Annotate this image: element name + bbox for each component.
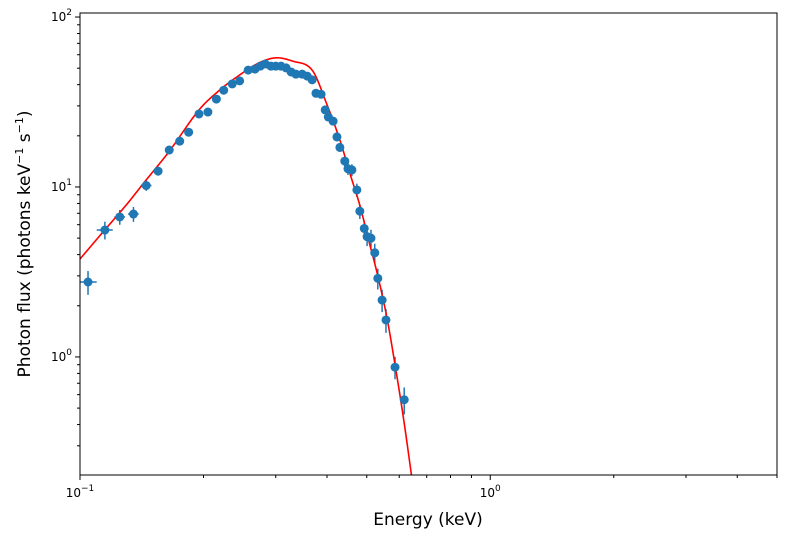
data-point <box>153 166 163 176</box>
y-tick-label-base: 10 <box>51 10 66 24</box>
data-point <box>164 145 174 155</box>
data-point <box>211 94 221 104</box>
data-point <box>366 233 376 243</box>
data-point <box>175 136 185 146</box>
data-point <box>128 209 138 219</box>
x-tick-label-base: 10 <box>480 486 495 500</box>
x-axis: 10−1 100 <box>66 475 778 500</box>
data-point <box>243 65 253 75</box>
data-point <box>316 89 326 99</box>
y-tick-label-base: 10 <box>51 350 66 364</box>
y-tick-label: 102 <box>51 8 72 24</box>
data-point <box>307 75 317 85</box>
data-point <box>291 69 301 79</box>
data-point <box>359 223 369 233</box>
y-axis-label-exp1: −1 <box>13 148 26 164</box>
data-point <box>390 362 400 372</box>
data-point <box>320 105 330 115</box>
data-point <box>347 165 357 175</box>
y-tick-label: 101 <box>51 178 72 194</box>
data-point <box>328 116 338 126</box>
y-axis-label-mid: s <box>15 133 35 147</box>
data-point <box>373 273 383 283</box>
x-tick-label-base: 10 <box>66 486 81 500</box>
data-point <box>184 127 194 137</box>
x-tick-label-exp: 0 <box>495 484 501 494</box>
data-point <box>227 79 237 89</box>
data-point <box>235 76 245 86</box>
data-point <box>335 142 345 152</box>
y-tick-label-base: 10 <box>51 180 66 194</box>
data-point <box>399 395 409 405</box>
y-axis-label-main: Photon flux (photons keV <box>15 163 35 377</box>
y-tick-label-exp: 1 <box>66 178 72 188</box>
y-axis-label-exp2: −1 <box>13 117 26 133</box>
x-tick-label: 100 <box>480 484 501 500</box>
data-point <box>141 181 151 191</box>
data-point <box>352 185 362 195</box>
y-axis-label: Photon flux (photons keV−1 s−1) <box>13 111 35 378</box>
data-point <box>332 132 342 142</box>
data-point <box>203 107 213 117</box>
x-axis-label: Energy (keV) <box>373 510 483 530</box>
y-tick-label-exp: 2 <box>66 8 72 18</box>
data-point <box>355 206 365 216</box>
axes-frame <box>79 12 778 476</box>
y-tick-label: 100 <box>51 348 72 364</box>
plot-area <box>80 56 413 475</box>
x-tick-label: 10−1 <box>66 484 95 500</box>
data-point <box>83 277 93 287</box>
y-tick-label-exp: 0 <box>66 348 72 358</box>
data-point <box>377 295 387 305</box>
data-point <box>370 248 380 258</box>
data-point <box>340 156 350 166</box>
data-point <box>115 212 125 222</box>
x-tick-label-exp: −1 <box>81 484 94 494</box>
data-point <box>100 225 110 235</box>
y-axis-label-end: ) <box>15 111 35 118</box>
data-point <box>381 315 391 325</box>
data-point <box>219 85 229 95</box>
data-point <box>194 109 204 119</box>
